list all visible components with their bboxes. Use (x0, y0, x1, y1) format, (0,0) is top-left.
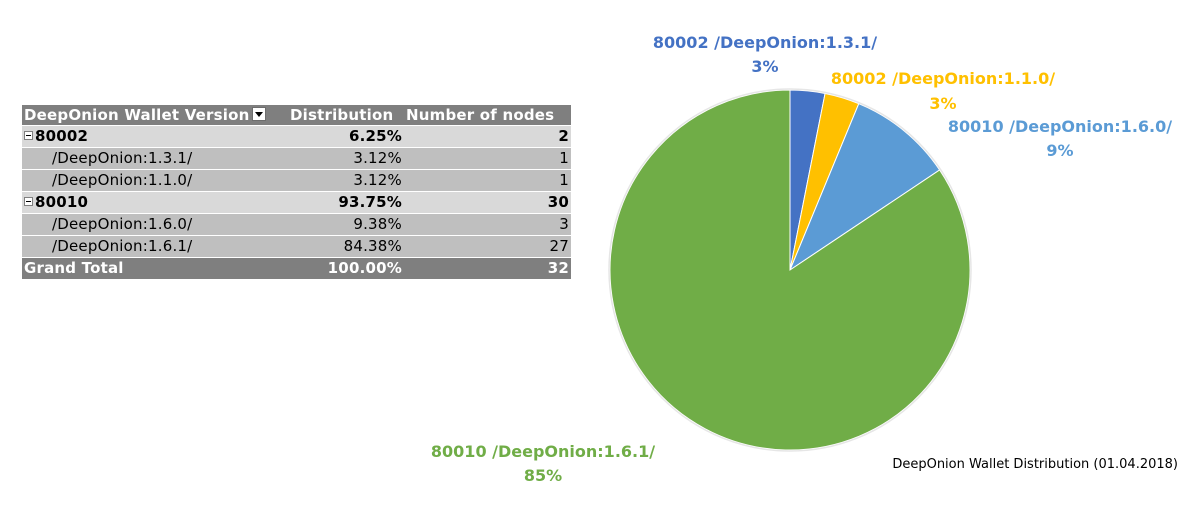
header-distribution: Distribution (288, 105, 404, 126)
pie-slice (609, 89, 971, 451)
item-distribution: 3.12% (288, 169, 404, 192)
header-version: DeepOnion Wallet Version (22, 105, 288, 126)
chart-title: DeepOnion Wallet Distribution (01.04.201… (892, 457, 1178, 472)
header-version-label: DeepOnion Wallet Version (24, 106, 250, 124)
group-row: 80010 93.75% 30 (22, 191, 571, 214)
item-nodes: 1 (404, 147, 571, 170)
table-row: /DeepOnion:1.3.1/ 3.12% 1 (22, 147, 571, 170)
group-nodes: 2 (404, 125, 571, 148)
slice-label: 80010 /DeepOnion:1.6.1/ (431, 442, 655, 461)
group-label: 80002 (35, 127, 89, 145)
group-row: 80002 6.25% 2 (22, 125, 571, 148)
pie-slices (608, 88, 972, 452)
item-label: /DeepOnion:1.3.1/ (22, 147, 288, 170)
collapse-icon[interactable] (24, 196, 33, 206)
filter-dropdown-icon[interactable] (251, 107, 266, 121)
pie-outline (608, 88, 972, 452)
header-nodes: Number of nodes (404, 105, 571, 126)
slice-label: 80002 /DeepOnion:1.3.1/ (653, 33, 877, 52)
total-nodes: 32 (404, 257, 571, 279)
item-nodes: 3 (404, 213, 571, 236)
slice-label: 80002 /DeepOnion:1.1.0/ (831, 69, 1055, 88)
slice-label: 80010 /DeepOnion:1.6.0/ (948, 117, 1172, 136)
item-distribution: 84.38% (288, 235, 404, 258)
group-distribution: 6.25% (288, 125, 404, 148)
table-header-row: DeepOnion Wallet Version Distribution Nu… (22, 105, 571, 126)
grand-total-row: Grand Total 100.00% 32 (22, 257, 571, 279)
pie-slice (788, 103, 941, 272)
collapse-icon[interactable] (24, 130, 33, 140)
table-row: /DeepOnion:1.6.0/ 9.38% 3 (22, 213, 571, 236)
pivot-table: DeepOnion Wallet Version Distribution Nu… (22, 105, 571, 279)
pie-labels: 80002 /DeepOnion:1.3.1/3% 80002 /DeepOnio… (431, 33, 1172, 485)
item-distribution: 3.12% (288, 147, 404, 170)
item-distribution: 9.38% (288, 213, 404, 236)
group-nodes: 30 (404, 191, 571, 214)
table-row: /DeepOnion:1.1.0/ 3.12% 1 (22, 169, 571, 192)
item-label: /DeepOnion:1.6.1/ (22, 235, 288, 258)
total-distribution: 100.00% (288, 257, 404, 279)
item-label: /DeepOnion:1.6.0/ (22, 213, 288, 236)
item-label: /DeepOnion:1.1.0/ (22, 169, 288, 192)
slice-percent-label: 3% (929, 94, 956, 113)
group-label: 80010 (35, 193, 89, 211)
slice-percent-label: 85% (524, 466, 562, 485)
item-nodes: 27 (404, 235, 571, 258)
table-row: /DeepOnion:1.6.1/ 84.38% 27 (22, 235, 571, 258)
group-distribution: 93.75% (288, 191, 404, 214)
slice-percent-label: 9% (1046, 141, 1073, 160)
item-nodes: 1 (404, 169, 571, 192)
total-label: Grand Total (22, 257, 288, 279)
group-label-cell: 80010 (22, 191, 288, 214)
slice-percent-label: 3% (751, 57, 778, 76)
group-label-cell: 80002 (22, 125, 288, 148)
